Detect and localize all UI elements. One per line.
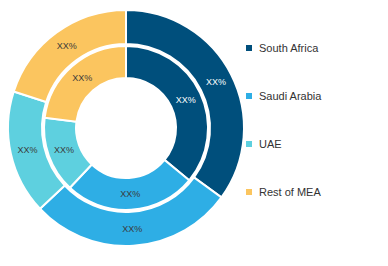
svg-text:XX%: XX% xyxy=(57,41,77,51)
svg-text:XX%: XX% xyxy=(176,95,196,105)
html-text:Rest of MEA: Rest of MEA xyxy=(259,186,321,198)
svg-text:XX%: XX% xyxy=(17,145,37,155)
svg-text:XX%: XX% xyxy=(54,145,74,155)
svg-text:XX%: XX% xyxy=(120,189,140,199)
html-text:UAE: UAE xyxy=(259,138,282,150)
svg-text:XX%: XX% xyxy=(122,224,142,234)
html-text:South Africa: South Africa xyxy=(259,42,319,54)
html-text:Saudi Arabia: Saudi Arabia xyxy=(259,90,322,102)
svg-text:XX%: XX% xyxy=(206,77,226,87)
svg-text:XX%: XX% xyxy=(72,73,92,83)
